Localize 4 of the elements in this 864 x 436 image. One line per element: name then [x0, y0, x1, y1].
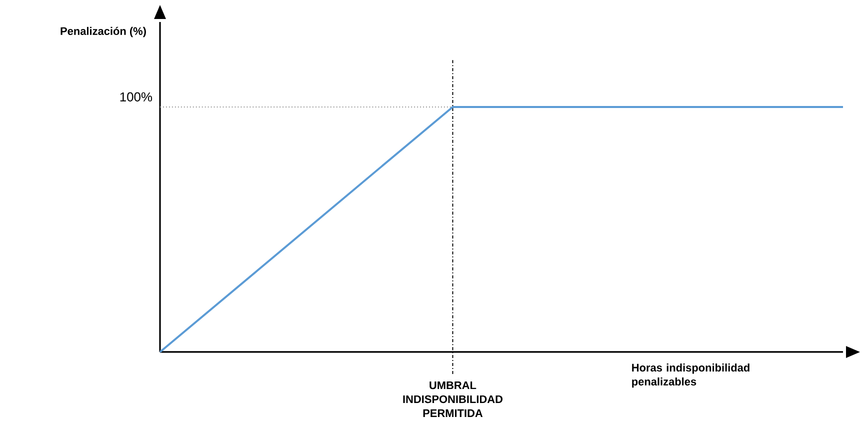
x-axis-title: Horas indisponibilidad penalizables — [632, 364, 750, 388]
text: Penalización (%) — [60, 26, 146, 38]
ref-line-label: 100% — [120, 92, 152, 102]
text: UMBRAL INDISPONIBILIDAD PERMITIDA — [403, 382, 502, 417]
